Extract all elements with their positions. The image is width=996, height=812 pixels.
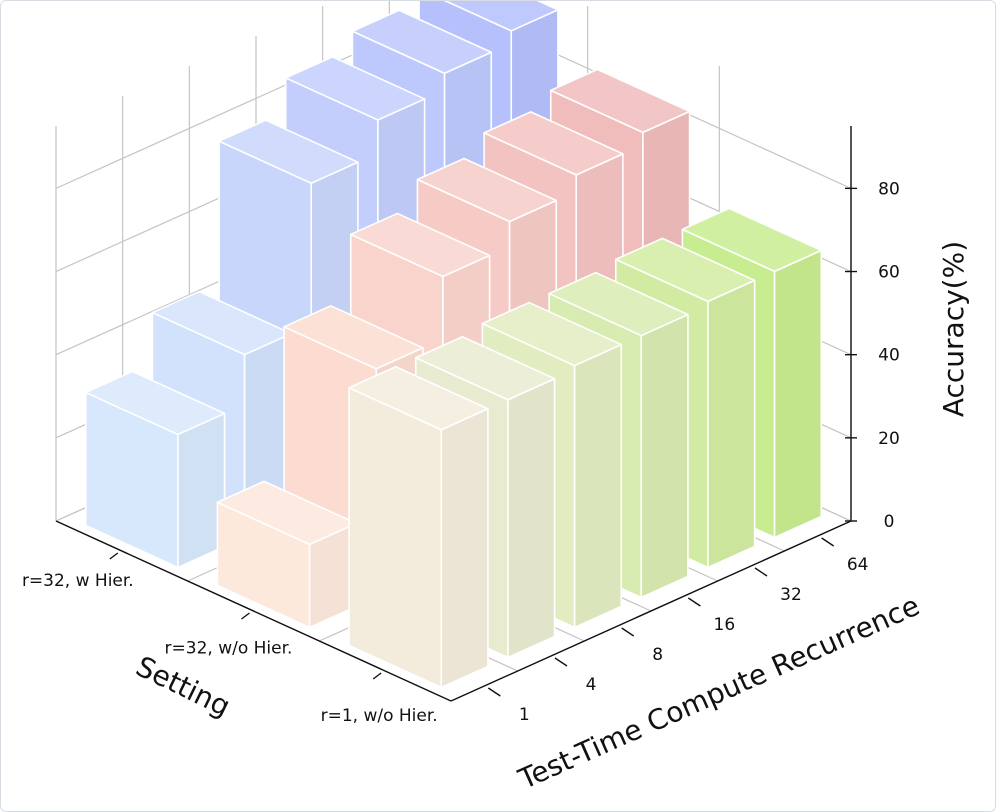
bar-right-face [773, 249, 823, 539]
x-tick-label: 32 [780, 585, 802, 605]
bar-top-face [483, 111, 624, 176]
y-tick [241, 612, 250, 620]
x-tick [821, 537, 835, 547]
x-tick-label: 16 [714, 615, 736, 635]
y-tick [372, 672, 382, 680]
bar-left-face [348, 386, 443, 689]
z-tick-label: 60 [878, 263, 900, 283]
bar-top-face [84, 370, 226, 436]
y-axis-title: Setting [131, 650, 236, 724]
x-tick [754, 567, 768, 577]
z-tick-label: 20 [878, 429, 900, 449]
x-tick [487, 687, 501, 697]
bar-top-face [218, 119, 359, 184]
z-tick-label: 0 [884, 512, 895, 532]
bar-top-face [348, 365, 489, 431]
bar-top-face [481, 301, 623, 367]
bar-right-face [573, 343, 623, 629]
bar-right-face [507, 377, 556, 659]
x-tick [554, 657, 568, 667]
y-axis-line [55, 520, 452, 702]
bar-top-face [416, 157, 558, 223]
bar-top-face [443, 1, 559, 32]
z-tick-label: 80 [878, 179, 900, 199]
bar-top-face [548, 271, 689, 337]
z-axis-title: Accuracy(%) [937, 241, 970, 417]
bar [348, 365, 489, 689]
x-tick-label: 8 [652, 645, 663, 665]
bar-right-face [440, 407, 489, 689]
bar-top-face [283, 305, 424, 370]
bar-top-face [351, 9, 493, 75]
bar-right-face [640, 313, 689, 599]
bar-top-face [681, 207, 823, 273]
x-tick-label: 4 [586, 675, 597, 695]
bar-right-face [707, 279, 756, 569]
bar-top-face [216, 480, 358, 546]
y-tick-label: r=32, w Hier. [22, 571, 134, 591]
x-tick-label: 64 [847, 555, 869, 575]
x-tick [687, 597, 701, 607]
bar-top-face [414, 335, 556, 401]
x-tick [621, 627, 635, 637]
z-tick-label: 40 [878, 346, 900, 366]
bar-top-face [614, 237, 756, 303]
x-tick-label: 1 [519, 705, 530, 725]
bar-top-face [349, 212, 491, 278]
y-tick-label: r=1, w/o Hier. [321, 706, 438, 726]
bar-top-face [284, 56, 426, 121]
bar [216, 480, 358, 629]
y-tick [109, 552, 119, 560]
bar-top-face [549, 68, 691, 134]
y-tick-label: r=32, w/o Hier. [165, 639, 293, 659]
x-axis-line [450, 520, 852, 702]
bar [84, 370, 226, 569]
bar-top-face [151, 290, 293, 356]
